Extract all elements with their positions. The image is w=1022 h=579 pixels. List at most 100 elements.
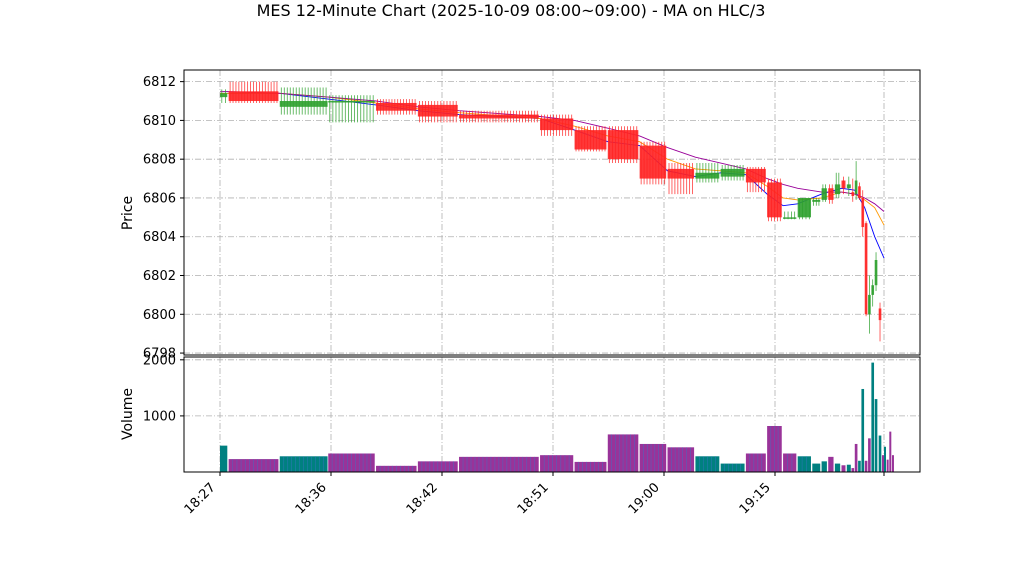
volume-bar bbox=[828, 456, 834, 472]
candle-down bbox=[639, 141, 667, 185]
candle-up bbox=[871, 279, 875, 307]
candle-up bbox=[821, 184, 827, 202]
price-y-tick-label: 6804 bbox=[143, 230, 176, 245]
volume-bar bbox=[886, 459, 889, 472]
volume-bar bbox=[812, 463, 821, 472]
candle-down bbox=[841, 176, 846, 195]
candle-up bbox=[797, 197, 811, 220]
candle-body bbox=[417, 104, 458, 117]
candle-down bbox=[828, 184, 834, 204]
candle-body bbox=[574, 130, 607, 150]
volume-bar bbox=[874, 399, 878, 472]
candle-up bbox=[695, 163, 720, 183]
candle-body bbox=[841, 180, 846, 189]
x-tick-label: 18:36 bbox=[293, 480, 330, 517]
volume-bar bbox=[783, 453, 797, 472]
volume-plot-area bbox=[184, 357, 920, 472]
volume-bar bbox=[884, 446, 886, 472]
volume-grid bbox=[184, 357, 920, 472]
candle-down bbox=[574, 126, 607, 152]
candle-body bbox=[220, 93, 228, 98]
candle-up bbox=[279, 87, 328, 115]
candle-down bbox=[878, 302, 882, 342]
candle-down bbox=[607, 126, 639, 164]
candle-body bbox=[667, 168, 695, 179]
x-tick-label: 18:51 bbox=[515, 480, 552, 517]
x-tick-label: 18:27 bbox=[182, 480, 219, 517]
x-axis-ticks: 18:27 18:36 18:42 18:51 19:00 19:15 bbox=[182, 472, 885, 517]
candle-up bbox=[328, 95, 375, 123]
volume-bar bbox=[854, 443, 858, 472]
chart-title: MES 12-Minute Chart (2025-10-09 08:00~09… bbox=[257, 1, 766, 20]
candlesticks bbox=[220, 81, 882, 342]
volume-bar bbox=[864, 460, 868, 472]
candle-body bbox=[695, 172, 720, 179]
candle-down bbox=[228, 81, 279, 103]
price-y-tick-label: 6802 bbox=[143, 269, 176, 284]
candle-up bbox=[720, 165, 745, 181]
volume-bar bbox=[841, 465, 846, 472]
volume-bars bbox=[220, 362, 894, 472]
volume-bar bbox=[868, 438, 871, 472]
candle-up bbox=[868, 275, 871, 334]
volume-frame bbox=[183, 356, 921, 473]
candle-down bbox=[417, 101, 458, 123]
candle-body bbox=[797, 197, 811, 218]
price-y-tick-label: 6808 bbox=[143, 153, 176, 168]
price-grid bbox=[184, 70, 920, 355]
candle-body bbox=[540, 118, 574, 131]
candle-down bbox=[861, 190, 865, 237]
candle-body bbox=[376, 102, 417, 111]
price-y-tick-label: 6800 bbox=[143, 308, 176, 323]
candle-up bbox=[846, 176, 851, 197]
candle-body bbox=[871, 285, 875, 295]
candle-body bbox=[328, 101, 375, 103]
candle-body bbox=[745, 168, 766, 183]
candle-up bbox=[874, 252, 878, 292]
volume-bar bbox=[745, 453, 766, 472]
candle-body bbox=[720, 168, 745, 177]
price-y-label: Price bbox=[120, 196, 136, 230]
price-y-tick-label: 6806 bbox=[143, 191, 176, 206]
price-y-tick-label: 6812 bbox=[143, 75, 176, 90]
candle-body bbox=[783, 217, 797, 219]
volume-bar bbox=[834, 463, 841, 472]
candle-down bbox=[667, 163, 695, 195]
price-y-tick-label: 6798 bbox=[143, 347, 176, 362]
candle-down bbox=[858, 182, 861, 200]
candle-body bbox=[834, 184, 841, 195]
volume-bar bbox=[846, 464, 851, 472]
candle-body bbox=[878, 308, 882, 321]
candle-body bbox=[858, 186, 861, 198]
candle-up bbox=[783, 211, 797, 220]
candle-up bbox=[834, 172, 841, 198]
volume-bar bbox=[871, 362, 875, 472]
candle-body bbox=[812, 199, 821, 202]
candle-up bbox=[220, 89, 228, 103]
candle-down bbox=[767, 178, 782, 222]
candle-body bbox=[767, 182, 782, 218]
candle-body bbox=[279, 101, 328, 107]
price-y-ticks: 6798 6800 6802 6804 6806 6808 6810 6812 bbox=[143, 75, 184, 362]
candle-down bbox=[459, 110, 539, 123]
candle-body bbox=[874, 260, 878, 286]
volume-bar bbox=[667, 447, 695, 472]
candle-down bbox=[864, 221, 868, 317]
candle-body bbox=[607, 130, 639, 160]
volume-bar bbox=[861, 388, 865, 472]
volume-y-tick-label: 2000 bbox=[143, 353, 176, 368]
volume-bar bbox=[220, 445, 228, 472]
candle-down bbox=[851, 178, 855, 202]
volume-panel: 1000 2000 Volume bbox=[120, 353, 921, 473]
volume-bar bbox=[878, 435, 882, 472]
candle-body bbox=[864, 223, 868, 315]
volume-bar bbox=[889, 431, 892, 472]
price-y-tick-label: 6810 bbox=[143, 114, 176, 129]
volume-y-tick-label: 1000 bbox=[143, 409, 176, 424]
volume-bar bbox=[891, 455, 894, 472]
price-panel: 6798 6800 6802 6804 6806 6808 6810 6812 Price bbox=[120, 69, 921, 362]
candle-body bbox=[459, 114, 539, 119]
volume-y-label: Volume bbox=[120, 388, 136, 440]
